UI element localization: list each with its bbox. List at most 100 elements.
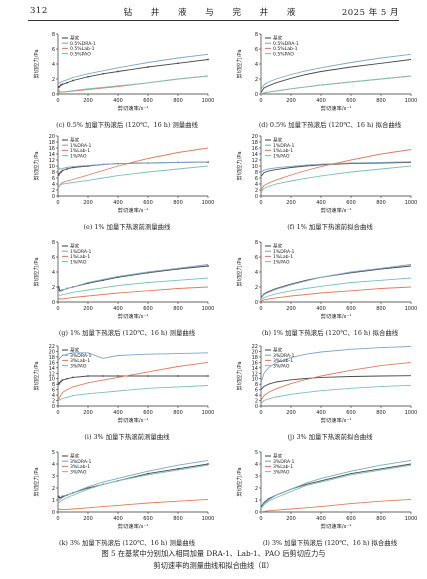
y-axis-label: 剪切应力/Pa: [32, 467, 40, 496]
y-tick-label: 6: [52, 388, 55, 394]
y-tick-label: 4: [52, 62, 55, 68]
data-point: [66, 377, 68, 380]
y-tick-label: 4: [255, 462, 258, 468]
chart-panel-j: 0 2 4 6 8 10 12 14 16 18 20 22 0 200 400 600 800 1000 剪切应力…: [225, 340, 427, 443]
series-line-1: [58, 264, 209, 293]
y-tick-label: 0: [255, 404, 258, 410]
y-tick-label: 18: [49, 355, 55, 361]
series-line-3: [58, 385, 209, 401]
y-tick-label: 6: [255, 388, 258, 394]
legend-label: 0.5%Lab-1: [70, 46, 95, 52]
legend: 基浆3%DRA-13%Lab-13%PAO: [265, 347, 295, 369]
legend-label: 1%Lab-1: [273, 254, 293, 260]
x-tick-label: 0: [56, 200, 59, 206]
chart-k: 0 1 2 3 4 5 0 200 400 600 800 1000 剪切应力/Pa 剪切速率/s⁻¹ 基浆…: [32, 450, 215, 530]
legend: 基浆3%DRA-13%Lab-13%PAO: [62, 453, 92, 475]
y-tick-label: 14: [252, 366, 258, 372]
data-point: [60, 84, 62, 86]
legend-label: 3%Lab-1: [273, 464, 293, 470]
y-tick-label: 18: [252, 355, 258, 361]
legend-label: 1%PAO: [273, 259, 290, 265]
data-point: [72, 376, 74, 379]
y-axis-label: 剪切应力/Pa: [235, 361, 243, 390]
x-tick-label: 0: [259, 516, 262, 522]
x-tick-label: 1000: [202, 516, 215, 522]
data-point: [61, 495, 64, 498]
legend-label: 1%Lab-1: [70, 148, 90, 154]
data-point: [102, 375, 104, 377]
legend-label: 0.5%DRA-1: [273, 41, 299, 47]
series-line-2: [260, 286, 412, 302]
x-axis-label: 剪切速率/s⁻¹: [321, 206, 352, 214]
x-tick-label: 1000: [202, 410, 215, 416]
x-tick-label: 600: [346, 98, 356, 104]
x-tick-label: 600: [346, 306, 356, 312]
legend-label: 3%Lab-1: [70, 464, 90, 470]
y-tick-label: 18: [252, 140, 258, 146]
y-tick-label: 18: [49, 140, 55, 146]
y-tick-label: 6: [255, 47, 258, 53]
y-tick-label: 6: [255, 176, 258, 182]
x-tick-label: 400: [113, 410, 123, 416]
x-axis-label: 剪切速率/s⁻¹: [321, 522, 352, 530]
chart-panel-c: 0 2 4 6 8 0 200 400 600 800 1000 剪切应力/Pa 剪切速率/s⁻¹ 基浆 0…: [22, 28, 232, 131]
y-tick-label: 3: [52, 474, 55, 480]
legend-label: 1%Lab-1: [70, 254, 90, 260]
data-point: [61, 169, 64, 172]
x-tick-label: 1000: [202, 98, 215, 104]
chart-panel-h: 0 2 4 6 8 0 200 400 600 800 1000 剪切应力/Pa 剪切速率/s⁻¹ 基浆 1…: [225, 236, 427, 339]
y-tick-label: 14: [49, 152, 55, 158]
y-tick-label: 8: [52, 32, 55, 38]
series-line-0: [260, 265, 412, 298]
y-tick-label: 8: [255, 170, 258, 176]
x-tick-label: 0: [259, 410, 262, 416]
x-tick-label: 1000: [202, 306, 215, 312]
data-point: [87, 375, 89, 377]
y-tick-label: 16: [49, 146, 55, 152]
issue-date: 2025 年 5 月: [341, 8, 399, 18]
panel-caption: (j) 3% 加量下热滚前拟合曲线: [287, 433, 373, 441]
series-line-1: [58, 459, 209, 501]
chart-panel-f: 0 2 4 6 8 10 12 14 16 18 20 0 200 400 600 800 1000 剪切应力/P…: [225, 130, 427, 233]
x-tick-label: 400: [113, 516, 123, 522]
legend-label: 基浆: [273, 243, 283, 250]
x-tick-label: 800: [376, 516, 386, 522]
y-tick-label: 10: [252, 377, 258, 383]
x-tick-label: 600: [346, 516, 356, 522]
series-line-2: [260, 498, 412, 513]
x-tick-label: 800: [376, 200, 386, 206]
series-line-1: [260, 264, 412, 299]
y-tick-label: 0: [52, 300, 55, 306]
data-point: [58, 381, 61, 384]
y-tick-label: 4: [52, 270, 55, 276]
x-tick-label: 600: [143, 306, 153, 312]
x-tick-label: 400: [316, 306, 326, 312]
journal-title: 钻 井 液 与 完 井 液: [123, 8, 304, 18]
data-point: [58, 85, 61, 88]
x-tick-label: 200: [83, 516, 93, 522]
x-tick-label: 600: [346, 410, 356, 416]
x-axis-label: 剪切速率/s⁻¹: [118, 104, 149, 112]
legend-label: 1%PAO: [70, 153, 87, 159]
series-line-2: [260, 361, 412, 401]
legend-label: 3%Lab-1: [70, 358, 90, 364]
y-tick-label: 0: [52, 92, 55, 98]
chart-panel-l: 0 1 2 3 4 5 0 200 400 600 800 1000 剪切应力/Pa 剪切速率/s⁻¹ 基浆…: [225, 446, 427, 549]
y-axis-label: 剪切应力/Pa: [235, 49, 243, 78]
series-line-3: [260, 464, 412, 509]
x-axis-label: 剪切速率/s⁻¹: [321, 416, 352, 424]
panel-caption: (d) 0.5% 加量下热滚后 (120℃、16 h) 拟合曲线: [258, 121, 402, 129]
x-tick-label: 600: [346, 200, 356, 206]
x-tick-label: 0: [56, 516, 59, 522]
x-tick-label: 0: [56, 306, 59, 312]
series-line-0: [260, 375, 412, 390]
x-tick-label: 0: [259, 306, 262, 312]
data-point: [207, 58, 209, 61]
y-tick-label: 2: [52, 77, 55, 83]
y-tick-label: 16: [252, 360, 258, 366]
x-tick-label: 200: [83, 98, 93, 104]
legend-label: 3%PAO: [70, 469, 87, 475]
data-point: [147, 375, 149, 377]
y-axis-label: 剪切应力/Pa: [32, 49, 40, 78]
